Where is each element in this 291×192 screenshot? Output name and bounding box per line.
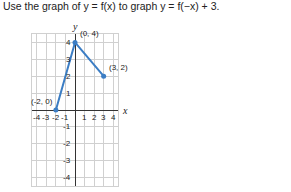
svg-text:1: 1 [82, 113, 87, 122]
svg-text:x: x [122, 105, 128, 116]
svg-text:-4: -4 [33, 113, 41, 122]
svg-text:(3, 2): (3, 2) [109, 63, 128, 72]
svg-text:Use the graph of y = f(x) to g: Use the graph of y = f(x) to graph y = f… [3, 0, 220, 12]
svg-text:4: 4 [111, 113, 116, 122]
svg-text:3: 3 [66, 55, 71, 64]
svg-text:-2: -2 [52, 113, 60, 122]
svg-text:-1: -1 [63, 122, 71, 131]
svg-text:-3: -3 [63, 156, 71, 165]
svg-text:3: 3 [101, 113, 106, 122]
svg-text:2: 2 [66, 72, 71, 81]
svg-text:-1: -1 [61, 113, 69, 122]
svg-text:2: 2 [92, 113, 97, 122]
svg-text:-3: -3 [42, 113, 50, 122]
svg-text:4: 4 [66, 38, 71, 47]
svg-text:(0, 4): (0, 4) [80, 29, 99, 38]
svg-text:(-2, 0): (-2, 0) [31, 97, 53, 106]
svg-text:y: y [72, 21, 78, 32]
svg-text:1: 1 [66, 89, 71, 98]
svg-text:-2: -2 [63, 139, 71, 148]
svg-text:-4: -4 [63, 173, 71, 182]
